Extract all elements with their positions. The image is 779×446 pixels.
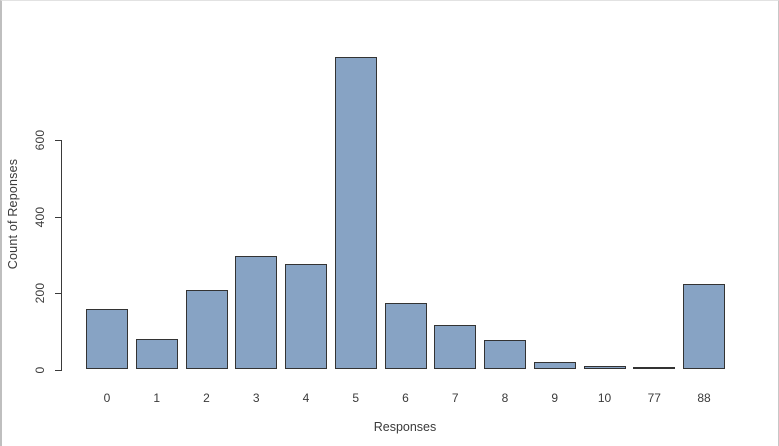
x-tick-label: 3 (252, 391, 260, 405)
bar-0 (86, 308, 128, 369)
bar-3 (235, 255, 278, 369)
y-tick-label: 600 (33, 129, 47, 151)
x-tick-label: 2 (203, 391, 210, 405)
bar-88 (683, 283, 725, 369)
bar-77 (633, 367, 676, 369)
y-tick-label: 400 (33, 206, 47, 227)
bar-5 (334, 57, 377, 369)
x-tick-label: 77 (647, 391, 661, 405)
y-tick-mark (55, 139, 61, 141)
x-tick-label: 1 (153, 391, 161, 405)
bar-2 (185, 289, 228, 369)
x-tick-label: 4 (302, 391, 310, 405)
bar-8 (484, 339, 526, 369)
y-axis-line (61, 139, 62, 371)
x-tick-label: 9 (551, 391, 559, 405)
bar-6 (384, 303, 427, 369)
x-axis-title: Responses (373, 420, 437, 434)
bar-9 (533, 362, 576, 369)
x-tick-label: 0 (103, 391, 111, 405)
y-tick-mark (55, 293, 61, 295)
y-tick-label: 0 (33, 366, 47, 374)
y-tick-label: 200 (33, 282, 47, 304)
x-tick-label: 88 (697, 391, 711, 405)
x-tick-label: 6 (402, 391, 409, 405)
x-tick-label: 7 (451, 391, 459, 405)
bar-7 (434, 324, 477, 369)
x-tick-label: 10 (597, 391, 612, 405)
bar-4 (285, 263, 327, 369)
bar-1 (135, 339, 178, 369)
x-tick-label: 5 (352, 391, 360, 405)
x-tick-label: 8 (501, 391, 509, 405)
y-tick-mark (55, 370, 61, 371)
bar-10 (583, 365, 626, 369)
y-axis-title-text: Count of Reponses (6, 158, 20, 270)
y-tick-mark (55, 216, 61, 218)
